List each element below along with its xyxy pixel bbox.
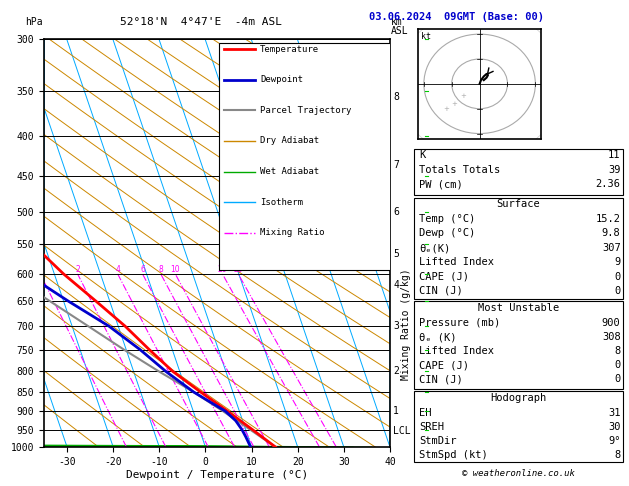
Text: 20: 20 (218, 265, 227, 274)
Text: 0: 0 (615, 272, 621, 281)
Text: θₑ (K): θₑ (K) (419, 332, 456, 342)
Text: Temperature: Temperature (260, 45, 320, 53)
Text: 900: 900 (602, 318, 621, 328)
FancyBboxPatch shape (415, 391, 623, 462)
Text: 3: 3 (393, 321, 399, 331)
Text: 2: 2 (75, 265, 80, 274)
Text: Temp (°C): Temp (°C) (419, 214, 475, 224)
Text: Totals Totals: Totals Totals (419, 165, 500, 175)
Text: 8: 8 (615, 346, 621, 356)
Text: km: km (391, 17, 403, 27)
Text: 8: 8 (393, 92, 399, 102)
Text: 0: 0 (615, 374, 621, 384)
Text: PW (cm): PW (cm) (419, 179, 462, 190)
Text: 2: 2 (393, 366, 399, 377)
Text: LCL: LCL (393, 426, 411, 436)
Text: CAPE (J): CAPE (J) (419, 360, 469, 370)
Text: Hodograph: Hodograph (491, 393, 547, 403)
Text: Wet Adiabat: Wet Adiabat (260, 167, 320, 176)
Text: Lifted Index: Lifted Index (419, 346, 494, 356)
Text: 31: 31 (608, 408, 621, 418)
Text: 0: 0 (615, 360, 621, 370)
Text: 15.2: 15.2 (596, 214, 621, 224)
Text: 52°18'N  4°47'E  -4m ASL: 52°18'N 4°47'E -4m ASL (120, 17, 282, 27)
FancyBboxPatch shape (415, 301, 623, 389)
Text: K: K (419, 150, 425, 160)
Text: 9.8: 9.8 (602, 228, 621, 238)
Text: 6: 6 (140, 265, 145, 274)
Text: 8: 8 (615, 451, 621, 460)
Text: ASL: ASL (391, 26, 409, 36)
Text: Lifted Index: Lifted Index (419, 258, 494, 267)
Text: Parcel Trajectory: Parcel Trajectory (260, 106, 352, 115)
Text: 39: 39 (608, 165, 621, 175)
Text: Mixing Ratio (g/kg): Mixing Ratio (g/kg) (401, 269, 411, 381)
FancyBboxPatch shape (415, 197, 623, 298)
Text: +: + (452, 101, 457, 107)
Text: 7: 7 (393, 160, 399, 170)
Text: 307: 307 (602, 243, 621, 253)
Text: StmSpd (kt): StmSpd (kt) (419, 451, 487, 460)
Text: θₑ(K): θₑ(K) (419, 243, 450, 253)
Text: EH: EH (419, 408, 431, 418)
Text: 8: 8 (159, 265, 163, 274)
Text: 2.36: 2.36 (596, 179, 621, 190)
Text: StmDir: StmDir (419, 436, 456, 446)
Text: 1: 1 (38, 265, 43, 274)
Text: Isotherm: Isotherm (260, 198, 303, 207)
Text: 11: 11 (608, 150, 621, 160)
Text: © weatheronline.co.uk: © weatheronline.co.uk (462, 469, 575, 478)
Text: Dewpoint: Dewpoint (260, 75, 303, 84)
Text: 10: 10 (170, 265, 180, 274)
Text: 308: 308 (602, 332, 621, 342)
FancyBboxPatch shape (415, 149, 623, 195)
Text: Dry Adiabat: Dry Adiabat (260, 137, 320, 145)
Text: 30: 30 (608, 422, 621, 432)
Text: Surface: Surface (497, 199, 540, 209)
Text: +: + (443, 105, 449, 112)
Text: 4: 4 (115, 265, 120, 274)
Text: hPa: hPa (25, 17, 43, 27)
X-axis label: Dewpoint / Temperature (°C): Dewpoint / Temperature (°C) (126, 469, 308, 480)
Text: 4: 4 (393, 280, 399, 290)
Text: 03.06.2024  09GMT (Base: 00): 03.06.2024 09GMT (Base: 00) (369, 12, 543, 22)
Text: CAPE (J): CAPE (J) (419, 272, 469, 281)
Text: kt: kt (421, 33, 431, 41)
Text: 25: 25 (233, 265, 243, 274)
Text: Mixing Ratio: Mixing Ratio (260, 228, 325, 237)
Text: SREH: SREH (419, 422, 444, 432)
Text: 9°: 9° (608, 436, 621, 446)
Text: 6: 6 (393, 207, 399, 217)
Text: 1: 1 (393, 406, 399, 417)
Text: 5: 5 (393, 248, 399, 259)
Text: Dewp (°C): Dewp (°C) (419, 228, 475, 238)
Text: CIN (J): CIN (J) (419, 286, 462, 296)
FancyBboxPatch shape (219, 43, 395, 270)
Text: 9: 9 (615, 258, 621, 267)
Text: +: + (460, 93, 466, 99)
Text: Pressure (mb): Pressure (mb) (419, 318, 500, 328)
Text: 0: 0 (615, 286, 621, 296)
Text: CIN (J): CIN (J) (419, 374, 462, 384)
Text: Most Unstable: Most Unstable (478, 303, 559, 313)
